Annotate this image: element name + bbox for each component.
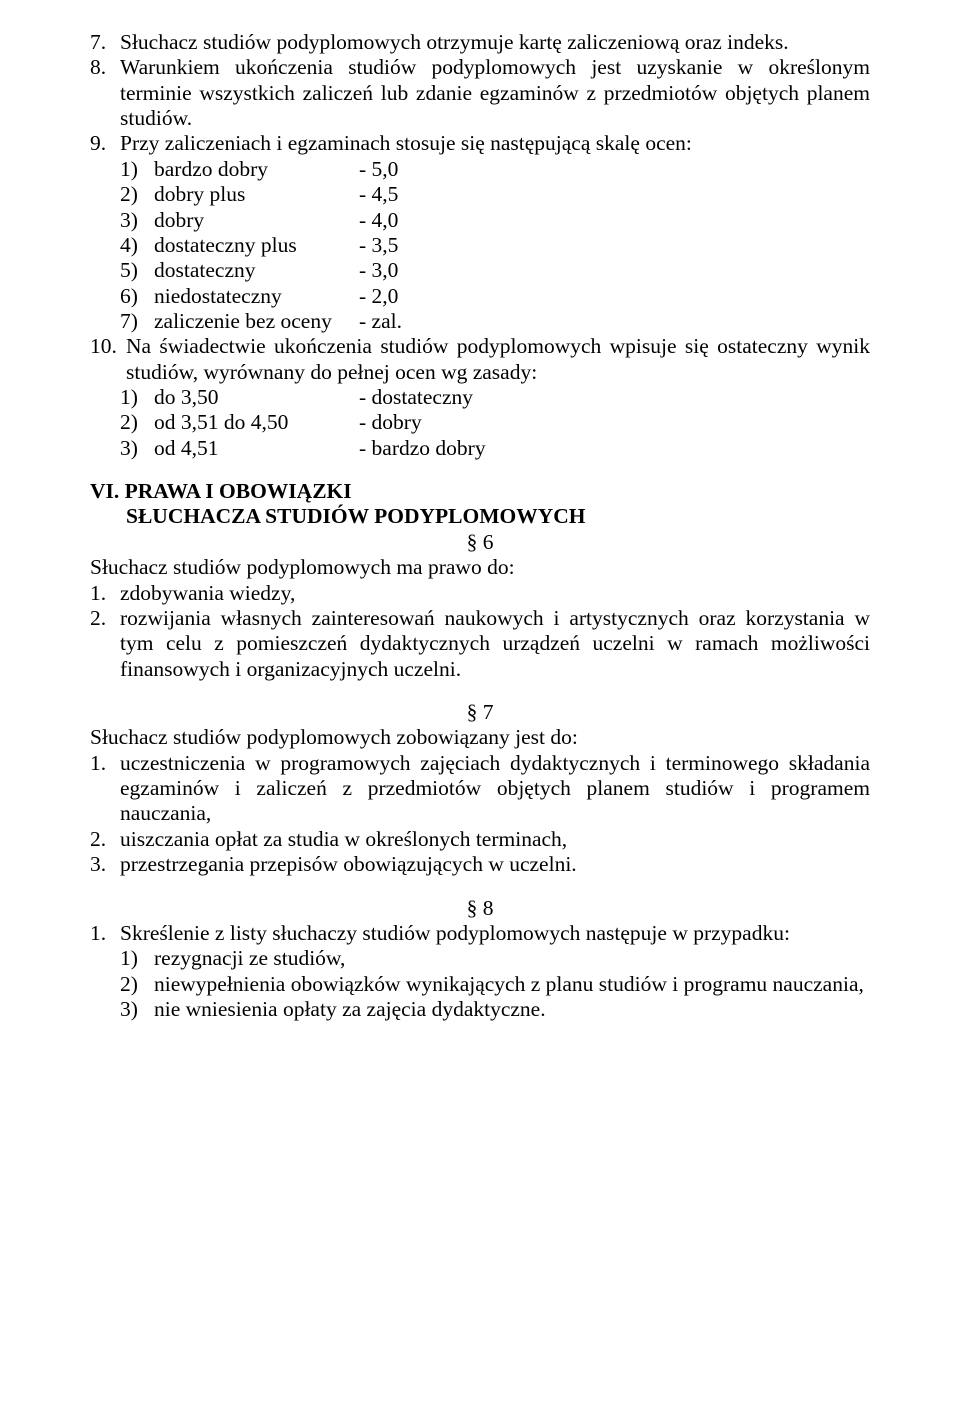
- item-text: Skreślenie z listy słuchaczy studiów pod…: [120, 921, 870, 946]
- scale-label: do 3,50: [154, 385, 359, 410]
- item-text: Warunkiem ukończenia studiów podyplomowy…: [120, 55, 870, 131]
- scale-label: dostateczny plus: [154, 233, 359, 258]
- section-mark: § 8: [90, 896, 870, 921]
- scale-num: 5): [120, 258, 154, 283]
- scale-num: 1): [120, 385, 154, 410]
- sub-item: 1) rezygnacji ze studiów,: [90, 946, 870, 971]
- scale-row: 6) niedostateczny - 2,0: [90, 284, 870, 309]
- item-number: 9.: [90, 131, 120, 156]
- item-text: Przy zaliczeniach i egzaminach stosuje s…: [120, 131, 870, 156]
- sub-item: 3) nie wniesienia opłaty za zajęcia dyda…: [90, 997, 870, 1022]
- list-item: 10. Na świadectwie ukończenia studiów po…: [90, 334, 870, 385]
- scale-row: 1) do 3,50 - dostateczny: [90, 385, 870, 410]
- item-text: przestrzegania przepisów obowiązujących …: [120, 852, 870, 877]
- scale-value: - dostateczny: [359, 385, 473, 410]
- item-number: 2.: [90, 827, 120, 852]
- scale-row: 2) od 3,51 do 4,50 - dobry: [90, 410, 870, 435]
- section-mark: § 7: [90, 700, 870, 725]
- list-item: 1. Skreślenie z listy słuchaczy studiów …: [90, 921, 870, 946]
- lead-text: Słuchacz studiów podyplomowych zobowiąza…: [90, 725, 870, 750]
- scale-label: od 3,51 do 4,50: [154, 410, 359, 435]
- section-heading-1: VI. PRAWA I OBOWIĄZKI: [90, 479, 870, 504]
- scale-row: 5) dostateczny - 3,0: [90, 258, 870, 283]
- sub-text: nie wniesienia opłaty za zajęcia dydakty…: [154, 997, 870, 1022]
- sub-num: 1): [120, 946, 154, 971]
- scale-num: 1): [120, 157, 154, 182]
- scale-row: 2) dobry plus - 4,5: [90, 182, 870, 207]
- scale-value: - dobry: [359, 410, 422, 435]
- scale-row: 1) bardzo dobry - 5,0: [90, 157, 870, 182]
- list-item: 1. uczestniczenia w programowych zajęcia…: [90, 751, 870, 827]
- item-number: 7.: [90, 30, 120, 55]
- item-text: Na świadectwie ukończenia studiów podypl…: [126, 334, 870, 385]
- item-number: 10.: [90, 334, 126, 385]
- item-number: 3.: [90, 852, 120, 877]
- item-number: 8.: [90, 55, 120, 131]
- sub-text: niewypełnienia obowiązków wynikających z…: [154, 972, 870, 997]
- sub-text: rezygnacji ze studiów,: [154, 946, 870, 971]
- list-item: 9. Przy zaliczeniach i egzaminach stosuj…: [90, 131, 870, 156]
- scale-label: zaliczenie bez oceny: [154, 309, 359, 334]
- scale-label: od 4,51: [154, 436, 359, 461]
- scale-row: 3) dobry - 4,0: [90, 208, 870, 233]
- sub-num: 2): [120, 972, 154, 997]
- scale-value: - bardzo dobry: [359, 436, 486, 461]
- list-item: 1. zdobywania wiedzy,: [90, 581, 870, 606]
- scale-label: dostateczny: [154, 258, 359, 283]
- scale-num: 2): [120, 182, 154, 207]
- item-text: rozwijania własnych zainteresowań naukow…: [120, 606, 870, 682]
- item-text: uczestniczenia w programowych zajęciach …: [120, 751, 870, 827]
- item-text: uiszczania opłat za studia w określonych…: [120, 827, 870, 852]
- list-item: 8. Warunkiem ukończenia studiów podyplom…: [90, 55, 870, 131]
- scale-label: bardzo dobry: [154, 157, 359, 182]
- scale-row: 7) zaliczenie bez oceny - zal.: [90, 309, 870, 334]
- list-item: 3. przestrzegania przepisów obowiązujący…: [90, 852, 870, 877]
- scale-num: 4): [120, 233, 154, 258]
- scale-row: 3) od 4,51 - bardzo dobry: [90, 436, 870, 461]
- scale-num: 7): [120, 309, 154, 334]
- sub-item: 2) niewypełnienia obowiązków wynikającyc…: [90, 972, 870, 997]
- scale-value: - zal.: [359, 309, 402, 334]
- scale-num: 2): [120, 410, 154, 435]
- sub-num: 3): [120, 997, 154, 1022]
- item-text: zdobywania wiedzy,: [120, 581, 870, 606]
- scale-value: - 2,0: [359, 284, 398, 309]
- scale-num: 3): [120, 436, 154, 461]
- list-item: 2. rozwijania własnych zainteresowań nau…: [90, 606, 870, 682]
- scale-num: 3): [120, 208, 154, 233]
- scale-label: dobry plus: [154, 182, 359, 207]
- scale-value: - 3,0: [359, 258, 398, 283]
- item-number: 2.: [90, 606, 120, 682]
- scale-row: 4) dostateczny plus - 3,5: [90, 233, 870, 258]
- scale-label: dobry: [154, 208, 359, 233]
- scale-value: - 4,5: [359, 182, 398, 207]
- document-page: 7. Słuchacz studiów podyplomowych otrzym…: [0, 0, 960, 1405]
- list-item: 7. Słuchacz studiów podyplomowych otrzym…: [90, 30, 870, 55]
- scale-value: - 5,0: [359, 157, 398, 182]
- lead-text: Słuchacz studiów podyplomowych ma prawo …: [90, 555, 870, 580]
- scale-value: - 4,0: [359, 208, 398, 233]
- item-text: Słuchacz studiów podyplomowych otrzymuje…: [120, 30, 870, 55]
- item-number: 1.: [90, 581, 120, 606]
- item-number: 1.: [90, 751, 120, 827]
- item-number: 1.: [90, 921, 120, 946]
- section-mark: § 6: [90, 530, 870, 555]
- list-item: 2. uiszczania opłat za studia w określon…: [90, 827, 870, 852]
- scale-num: 6): [120, 284, 154, 309]
- scale-label: niedostateczny: [154, 284, 359, 309]
- scale-value: - 3,5: [359, 233, 398, 258]
- section-heading-2: SŁUCHACZA STUDIÓW PODYPLOMOWYCH: [90, 504, 870, 529]
